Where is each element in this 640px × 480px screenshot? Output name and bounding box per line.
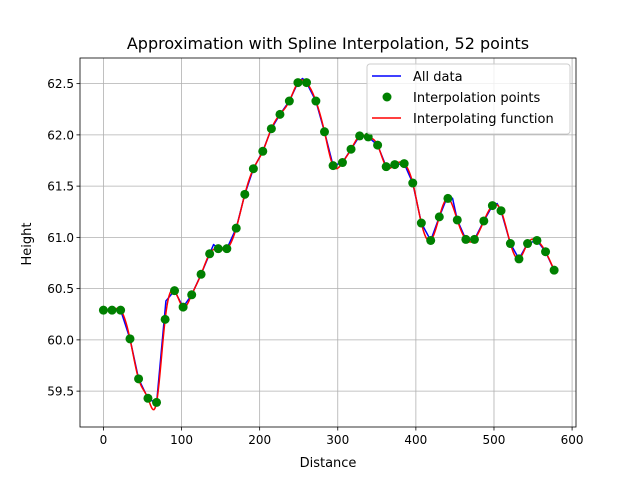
interpolation-point-marker xyxy=(532,235,542,245)
interpolation-point-marker xyxy=(143,393,153,403)
interpolation-point-marker xyxy=(116,305,126,315)
interpolation-point-marker xyxy=(213,244,223,254)
x-tick-label: 200 xyxy=(248,433,271,447)
interpolation-point-marker xyxy=(541,247,551,257)
interpolation-point-marker xyxy=(443,193,453,203)
legend-swatch-interpolation-points xyxy=(382,92,392,102)
x-tick-label: 400 xyxy=(404,433,427,447)
interpolation-point-marker xyxy=(328,161,338,171)
x-tick-label: 100 xyxy=(170,433,193,447)
interpolation-point-marker xyxy=(258,146,268,156)
interpolation-point-marker xyxy=(549,265,559,275)
interpolation-point-marker xyxy=(231,223,241,233)
interpolation-point-marker xyxy=(187,290,197,300)
interpolation-point-marker xyxy=(134,374,144,384)
interpolation-point-marker xyxy=(496,206,506,216)
interpolation-point-marker xyxy=(178,302,188,312)
interpolation-point-marker xyxy=(416,218,426,228)
interpolation-point-marker xyxy=(125,334,135,344)
axes-frame xyxy=(79,57,577,428)
interpolation-point-marker xyxy=(222,244,232,254)
plot-area xyxy=(98,77,559,411)
interpolation-point-marker xyxy=(399,159,409,169)
axis-ticks: 0 100 200 300 400 500 600 59.5 60.0 60.5 61.0 61.5 6… xyxy=(47,77,583,447)
interpolation-point-marker xyxy=(196,269,206,279)
interpolation-point-marker xyxy=(355,131,365,141)
interpolation-point-marker xyxy=(363,132,373,142)
legend-label-interpolation-points: Interpolation points xyxy=(413,91,540,106)
chart-title: Approximation with Spline Interpolation,… xyxy=(127,34,529,53)
legend: All data Interpolation points Interpolat… xyxy=(366,63,571,135)
x-tick-label: 300 xyxy=(326,433,349,447)
interpolation-point-marker xyxy=(240,189,250,199)
interpolation-point-marker xyxy=(426,235,436,245)
interpolation-point-marker xyxy=(487,201,497,211)
x-tick-label: 500 xyxy=(483,433,506,447)
interpolation-point-marker xyxy=(319,127,329,137)
interpolation-point-marker xyxy=(452,215,462,225)
interpolation-point-marker xyxy=(107,305,117,315)
y-tick-label: 60.5 xyxy=(47,282,74,296)
interpolation-point-marker xyxy=(275,109,285,119)
y-tick-label: 62.5 xyxy=(47,77,74,91)
y-axis-label: Height xyxy=(20,223,35,266)
interpolation-point-marker xyxy=(514,254,524,264)
x-tick-label: 600 xyxy=(561,433,584,447)
interpolation-point-marker xyxy=(302,78,312,88)
interpolation-point-marker xyxy=(152,397,162,407)
interpolation-point-marker xyxy=(434,212,444,222)
interpolation-point-marker xyxy=(479,216,489,226)
y-tick-label: 61.0 xyxy=(47,231,74,245)
interpolation-point-marker xyxy=(98,305,108,315)
interpolation-point-marker xyxy=(311,96,321,106)
interpolation-point-marker xyxy=(337,158,347,168)
interpolation-point-marker xyxy=(160,314,170,324)
interpolation-point-marker xyxy=(284,96,294,106)
interpolation-point-marker xyxy=(390,160,400,170)
interpolation-point-marker xyxy=(505,239,515,249)
interpolation-point-marker xyxy=(248,164,258,174)
interpolation-point-marker xyxy=(373,140,383,150)
interpolation-point-marker xyxy=(346,144,356,154)
x-axis-label: Distance xyxy=(300,456,357,471)
legend-label-interpolating-function: Interpolating function xyxy=(413,112,554,127)
interpolation-point-marker xyxy=(408,178,418,188)
y-tick-label: 61.5 xyxy=(47,180,74,194)
interpolation-point-marker xyxy=(381,162,391,172)
interpolation-point-marker xyxy=(170,286,180,296)
interpolation-point-marker xyxy=(266,124,276,134)
series-interpolating-function-line xyxy=(103,79,555,411)
interpolation-point-marker xyxy=(469,234,479,244)
legend-box xyxy=(366,63,571,135)
interpolation-point-marker xyxy=(293,78,303,88)
interpolation-point-marker xyxy=(205,249,215,259)
y-tick-label: 60.0 xyxy=(47,333,74,347)
y-tick-label: 62.0 xyxy=(47,128,74,142)
legend-label-all-data: All data xyxy=(413,70,463,85)
x-tick-label: 0 xyxy=(100,433,108,447)
y-tick-label: 59.5 xyxy=(47,385,74,399)
interpolation-point-marker xyxy=(461,234,471,244)
interpolation-point-marker xyxy=(523,239,533,249)
